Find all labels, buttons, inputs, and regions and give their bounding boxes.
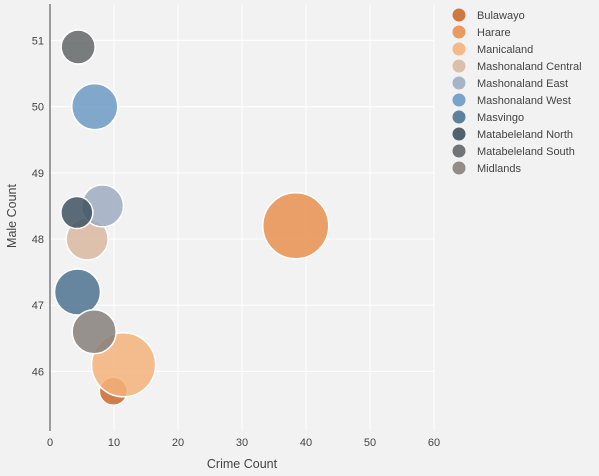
legend-label: Mashonaland Central (477, 61, 582, 73)
legend-item[interactable]: Mashonaland Central (452, 59, 582, 74)
legend-marker (452, 93, 466, 107)
legend-marker (452, 110, 466, 124)
y-tick-label: 47 (32, 300, 44, 312)
legend-item[interactable]: Midlands (452, 161, 522, 176)
legend-item[interactable]: Masvingo (452, 110, 525, 125)
legend-label: Harare (477, 27, 511, 39)
legend-item[interactable]: Harare (452, 25, 511, 40)
legend-marker (452, 76, 466, 90)
legend-item[interactable]: Mashonaland East (452, 76, 569, 91)
legend: Bulawayo Harare Manicaland Mashonaland Cent… (452, 8, 582, 176)
x-tick-label: 60 (428, 437, 440, 449)
y-tick-label: 46 (32, 366, 44, 378)
legend-label: Bulawayo (477, 10, 525, 22)
legend-item[interactable]: Manicaland (452, 42, 534, 57)
bubble-midlands[interactable] (71, 308, 117, 355)
bubble-masvingo[interactable] (53, 268, 102, 316)
x-tick-label: 20 (172, 437, 184, 449)
x-tick-label: 0 (47, 437, 53, 449)
legend-label: Masvingo (477, 112, 524, 124)
y-tick-label: 49 (32, 168, 44, 180)
y-tick-label: 51 (32, 35, 44, 47)
x-tick-label: 30 (236, 437, 248, 449)
legend-marker (452, 161, 466, 175)
data-points (53, 29, 330, 407)
legend-label: Manicaland (477, 44, 533, 56)
legend-item[interactable]: Mashonaland West (452, 93, 571, 108)
y-axis-label: Male Count (5, 184, 19, 248)
x-tick-label: 50 (364, 437, 376, 449)
y-tick-label: 50 (32, 102, 44, 114)
legend-marker (452, 59, 466, 73)
legend-item[interactable]: Matabeleland North (452, 127, 574, 142)
legend-label: Mashonaland East (477, 78, 568, 90)
legend-label: Matabeleland South (477, 146, 575, 158)
bubble-matabeleland-north[interactable] (60, 195, 94, 230)
legend-label: Matabeleland North (477, 129, 573, 141)
bubble-matabeleland-south[interactable] (60, 29, 96, 65)
axes: 0 10 20 30 40 50 60 46 47 48 49 50 51 (32, 4, 440, 449)
legend-marker (452, 42, 466, 56)
x-tick-label: 40 (300, 437, 312, 449)
y-tick-label: 48 (32, 234, 44, 246)
legend-label: Midlands (477, 163, 522, 175)
x-tick-label: 10 (108, 437, 120, 449)
bubble-mashonaland-west[interactable] (71, 82, 119, 131)
bubble-harare[interactable] (262, 192, 330, 260)
legend-marker (452, 8, 466, 22)
legend-item[interactable]: Bulawayo (452, 8, 525, 23)
legend-marker (452, 127, 466, 141)
x-axis-label: Crime Count (207, 457, 278, 471)
legend-item[interactable]: Matabeleland South (452, 144, 575, 159)
legend-label: Mashonaland West (477, 95, 571, 107)
legend-marker (452, 25, 466, 39)
legend-marker (452, 144, 466, 158)
